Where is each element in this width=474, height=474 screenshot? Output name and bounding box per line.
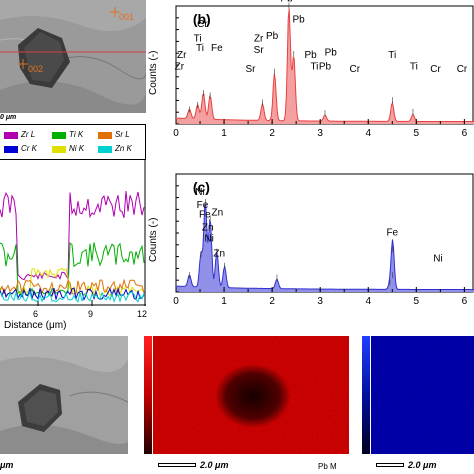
- spectrum-c-peak-label-6: Zn: [213, 249, 225, 260]
- linescan-x-axis-label: Distance (μm): [4, 320, 67, 331]
- legend-swatch-0: [4, 132, 18, 139]
- spectrum-b-panel: 0123456CrTiTiFeZrZrSrZrSrPbPbPbPbPbTiPbC…: [162, 0, 474, 150]
- spectrum-b-peak-label-2: Ti: [196, 43, 204, 54]
- linescan-trace-0: [0, 190, 145, 281]
- sem-image-bottom: [0, 336, 128, 454]
- bottom-scale-label-1: μm: [0, 460, 14, 470]
- spectrum-b-peak-label-11: Pb: [292, 15, 305, 26]
- spectrum-c-peak-label-0: Ni: [195, 187, 204, 198]
- spectrum-b-peak-label-14: Ti: [310, 62, 318, 73]
- sem-image-top: 001 002: [0, 0, 146, 113]
- spectrum-b-x-tick-0: 0: [173, 128, 179, 139]
- spectrum-b-peak-label-8: Sr: [254, 45, 265, 56]
- bottom-scale-label-3: 2.0 μm: [408, 460, 437, 470]
- spectrum-b-peak-label-6: Sr: [246, 64, 257, 75]
- linescan-legend-box: Zr L Ti K Sr L Cr K Ni K Zn K: [0, 124, 146, 160]
- legend-swatch-5: [98, 146, 112, 153]
- legend-label-4: Ni K: [69, 144, 85, 153]
- bottom-scale-bar-3: [376, 463, 404, 467]
- linescan-x-tick-12: 12: [137, 309, 148, 319]
- pb-map-color-bar: [144, 336, 152, 454]
- legend-label-3: Cr K: [21, 144, 37, 153]
- legend-label-0: Zr L: [21, 130, 36, 139]
- spectrum-b-peak-label-3: Fe: [211, 43, 223, 54]
- legend-label-1: Ti K: [69, 130, 84, 139]
- linescan-trace-1: [0, 242, 145, 298]
- spectrum-b-peak-label-0: Cr: [197, 19, 208, 30]
- spectrum-b-x-tick-1: 1: [221, 128, 227, 139]
- linescan-trace-5: [0, 290, 145, 303]
- spectrum-b-peak-label-19: Cr: [430, 64, 441, 75]
- fe-map-color-bar: [362, 336, 370, 454]
- spectrum-b-peak-label-9: Pb: [266, 31, 279, 42]
- spectrum-c-peak-label-4: Zn: [202, 223, 214, 234]
- spectrum-b-y-label: Counts (-): [148, 50, 159, 95]
- spectrum-c-peak-label-8: Ni: [433, 253, 442, 264]
- spectrum-c-x-tick-0: 0: [173, 296, 179, 307]
- spectrum-c-x-tick-1: 1: [221, 296, 227, 307]
- point-label-001: 001: [119, 12, 135, 22]
- spectrum-c-peak-label-1: Fe: [197, 200, 209, 211]
- bottom-scale-bar-2: [158, 463, 196, 467]
- spectrum-c-x-tick-3: 3: [317, 296, 323, 307]
- legend-label-2: Sr L: [115, 130, 130, 139]
- spectrum-b-peak-label-5: Zr: [175, 62, 185, 73]
- spectrum-b-peak-label-7: Zr: [254, 33, 264, 44]
- spectrum-b-peak-label-17: Ti: [388, 50, 396, 61]
- linescan-plot: [0, 160, 146, 306]
- spectrum-c-x-tick-2: 2: [269, 296, 275, 307]
- pb-elemental-map: [153, 336, 349, 454]
- legend-swatch-1: [52, 132, 66, 139]
- spectrum-b-peak-label-15: Pb: [319, 62, 332, 73]
- spectrum-c-y-label: Counts (-): [148, 217, 159, 262]
- linescan-trace-4: [0, 287, 145, 302]
- spectrum-b-peak-label-16: Cr: [350, 64, 361, 75]
- linescan-trace-3: [0, 278, 145, 295]
- spectrum-b-peak-label-10: Pb: [280, 0, 293, 4]
- spectrum-c-panel-label: (c): [193, 179, 210, 195]
- spectrum-c-x-tick-5: 5: [414, 296, 420, 307]
- legend-swatch-4: [52, 146, 66, 153]
- spectrum-c-peak-label-7: Fe: [386, 227, 398, 238]
- spectrum-b-x-tick-6: 6: [462, 128, 468, 139]
- spectrum-c-spectrum-line: [176, 204, 474, 291]
- legend-swatch-3: [4, 146, 18, 153]
- spectrum-b-x-tick-4: 4: [365, 128, 371, 139]
- spectrum-c-x-tick-6: 6: [462, 296, 468, 307]
- fe-elemental-map: [371, 336, 474, 454]
- spectrum-c-plot-frame: [175, 173, 474, 293]
- spectrum-c-panel: 0 1 2 3 4 5 6 Ni Fe Zn Fe Zn Ni Zn Fe Ni (c): [162, 168, 474, 318]
- sem-scale-label-top: 0 μm: [0, 114, 17, 121]
- spectrum-c-peak-label-3: Fe: [199, 210, 211, 221]
- spectrum-c-x-tick-4: 4: [365, 296, 371, 307]
- linescan-x-tick-6: 6: [33, 309, 39, 319]
- spectrum-b-peak-label-1: Ti: [194, 33, 202, 44]
- spectrum-b-peak-label-20: Cr: [457, 64, 468, 75]
- spectrum-b-x-tick-5: 5: [414, 128, 420, 139]
- spectrum-c-peak-label-2: Zn: [211, 207, 223, 218]
- point-label-002: 002: [28, 64, 44, 74]
- spectrum-b-peak-label-12: Pb: [304, 50, 317, 61]
- spectrum-b-x-tick-2: 2: [269, 128, 275, 139]
- pb-map-label: Pb M: [318, 462, 337, 471]
- spectrum-b-peak-label-18: Ti: [410, 62, 418, 73]
- linescan-x-tick-9: 9: [88, 309, 94, 319]
- spectrum-c-peak-label-5: Ni: [204, 233, 213, 244]
- spectrum-b-x-tick-3: 3: [317, 128, 323, 139]
- bottom-scale-label-2: 2.0 μm: [200, 460, 229, 470]
- legend-label-5: Zn K: [115, 144, 132, 153]
- spectrum-b-peak-label-4: Zr: [177, 50, 187, 61]
- spectrum-b-peak-label-13: Pb: [325, 48, 338, 59]
- spectrum-b-panel-label: (b): [193, 11, 211, 27]
- legend-swatch-2: [98, 132, 112, 139]
